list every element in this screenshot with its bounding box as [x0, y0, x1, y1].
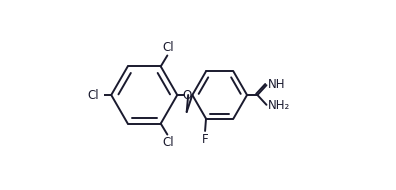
Text: Cl: Cl	[162, 136, 174, 149]
Text: F: F	[202, 133, 208, 146]
Text: Cl: Cl	[162, 41, 174, 54]
Text: NH: NH	[268, 78, 286, 91]
Text: NH₂: NH₂	[267, 99, 289, 112]
Text: O: O	[182, 89, 191, 101]
Text: Cl: Cl	[88, 89, 99, 101]
